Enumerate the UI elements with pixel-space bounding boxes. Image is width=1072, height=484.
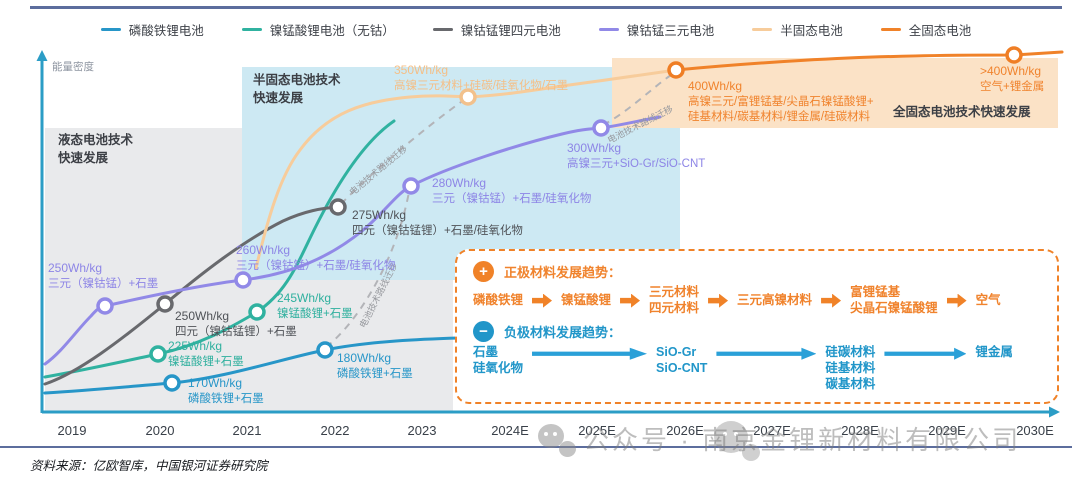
legend-item-solid: 全固态电池	[880, 20, 972, 39]
arrow-right-icon	[821, 293, 842, 308]
x-tick-2020: 2020	[145, 423, 175, 438]
anode-step: SiO-Gr SiO-CNT	[656, 345, 708, 375]
x-tick-2027e: 2027E	[753, 423, 791, 438]
annotation-250-ncm: 250Wh/kg 三元（镍钴锰）+石墨	[48, 261, 159, 290]
y-axis-label: 能量密度	[52, 61, 94, 73]
ncm-line-swatch-icon	[598, 27, 619, 32]
x-tick-2028e: 2028E	[841, 423, 879, 438]
annotation-350-semi-solid: 350Wh/kg 高镍三元材料+硅碳/硅氧化物/石墨	[394, 63, 569, 92]
annotation-245-lnmo: 245Wh/kg 镍锰酸锂+石墨	[277, 291, 353, 320]
anode-trend-flow: 石墨 硅氧化物 SiO-Gr SiO-CNT 硅碳材料 硅基材料 碳基材料 锂金…	[473, 345, 1045, 392]
x-tick-2026e: 2026E	[666, 423, 704, 438]
annotation-400plus-solid: >400Wh/kg 空气+锂金属	[980, 64, 1045, 93]
wechat-bubble-icon	[714, 421, 748, 453]
cathode-step: 镍锰酸锂	[561, 292, 612, 307]
cathode-step: 富锂锰基 尖晶石镍锰酸锂	[850, 285, 938, 315]
watermark-text: 公众号 · 南京金锂新材料有限公司	[583, 425, 1022, 455]
bottom-divider	[0, 446, 1072, 448]
cathode-step: 三元材料 四元材料	[649, 285, 700, 315]
plus-circle-icon: +	[473, 260, 494, 282]
arrow-right-icon	[946, 293, 967, 308]
legend-item-quaternary: 镍钴锰锂四元电池	[432, 20, 561, 39]
legend-item-lnmo: 镍锰酸锂电池（无钴）	[241, 20, 395, 39]
anode-trend-title: 负极材料发展趋势：	[504, 324, 622, 340]
cathode-step: 空气	[975, 292, 1001, 307]
anode-step: 硅碳材料 硅基材料 碳基材料	[825, 345, 876, 391]
x-tick-2022: 2022	[320, 423, 350, 438]
legend: 磷酸铁锂电池 镍锰酸锂电池（无钴） 镍钴锰锂四元电池 镍钴锰三元电池 半固态电池…	[0, 20, 1072, 39]
annotation-260-ncm: 260Wh/kg 三元（镍钴锰）+石墨/硅氧化物	[236, 243, 396, 272]
lfp-line-swatch-icon	[100, 27, 121, 32]
arrow-right-icon	[532, 293, 553, 308]
anode-trend-title-row: − 负极材料发展趋势：	[473, 319, 1045, 343]
long-arrow-right-icon	[716, 347, 817, 360]
x-tick-2021: 2021	[232, 423, 262, 438]
x-tick-2019: 2019	[57, 423, 87, 438]
arrow-right-icon	[620, 293, 641, 308]
long-arrow-right-icon	[884, 347, 967, 360]
anode-step: 石墨 硅氧化物	[473, 345, 524, 375]
legend-label: 镍钴锰三元电池	[626, 24, 715, 38]
semi-solid-line-swatch-icon	[752, 27, 773, 32]
annotation-180-lfp: 180Wh/kg 磷酸铁锂+石墨	[337, 351, 413, 380]
x-tick-2025e: 2025E	[578, 423, 616, 438]
legend-label: 半固态电池	[780, 24, 843, 38]
anode-step: 锂金属	[975, 345, 1013, 360]
x-tick-2023: 2023	[407, 423, 437, 438]
region-title-liquid: 液态电池技术 快速发展	[58, 133, 134, 166]
quaternary-line-swatch-icon	[432, 27, 453, 32]
source-note: 资料来源：亿欧智库，中国银河证券研究院	[30, 459, 268, 473]
legend-item-lfp: 磷酸铁锂电池	[100, 20, 204, 39]
region-title-semi: 半固态电池技术 快速发展	[253, 73, 341, 106]
long-arrow-right-icon	[532, 347, 648, 360]
legend-label: 镍钴锰锂四元电池	[460, 24, 561, 38]
legend-item-semi-solid: 半固态电池	[752, 20, 843, 39]
annotation-225-lnmo: 225Wh/kg 镍锰酸锂+石墨	[168, 339, 244, 368]
minus-circle-icon: −	[473, 320, 494, 342]
wechat-bubble-icon	[538, 424, 564, 448]
cathode-trend-title-row: + 正极材料发展趋势：	[473, 259, 1045, 283]
top-divider	[30, 6, 1062, 9]
cathode-step: 磷酸铁锂	[473, 292, 524, 307]
x-tick-2029e: 2029E	[928, 423, 966, 438]
annotation-280-ncm: 280Wh/kg 三元（镍钴锰）+石墨/硅氧化物	[432, 176, 592, 205]
solid-line-swatch-icon	[880, 27, 901, 32]
cathode-trend-flow: 磷酸铁锂 镍锰酸锂 三元材料 四元材料 三元高镍材料 富锂锰基 尖晶石镍锰酸锂 …	[473, 285, 1045, 316]
x-tick-2024e: 2024E	[491, 423, 529, 438]
materials-trend-box: + 正极材料发展趋势： 磷酸铁锂 镍锰酸锂 三元材料 四元材料 三元高镍材料 富…	[455, 249, 1059, 404]
wechat-bubble-small-icon	[559, 441, 576, 457]
lnmo-line-swatch-icon	[241, 27, 262, 32]
annotation-300-ncm: 300Wh/kg 高镍三元+SiO-Gr/SiO-CNT	[567, 141, 706, 170]
annotation-275-quaternary: 275Wh/kg 四元（镍钴锰锂）+石墨/硅氧化物	[352, 208, 523, 237]
annotation-400-solid: 400Wh/kg 高镍三元/富锂锰基/尖晶石镍锰酸锂+ 硅基材料/碳基材料/锂金…	[688, 79, 874, 123]
annotation-170-lfp: 170Wh/kg 磷酸铁锂+石墨	[188, 376, 264, 405]
wechat-bubble-small-icon	[742, 444, 760, 461]
cathode-step: 三元高镍材料	[737, 292, 813, 307]
arrow-right-icon	[708, 293, 729, 308]
legend-label: 镍锰酸锂电池（无钴）	[269, 24, 395, 38]
x-tick-2030e: 2030E	[1016, 423, 1054, 438]
legend-label: 磷酸铁锂电池	[128, 24, 204, 38]
legend-item-ncm: 镍钴锰三元电池	[598, 20, 715, 39]
legend-label: 全固态电池	[908, 24, 972, 38]
region-title-solid: 全固态电池技术快速发展	[893, 105, 1031, 119]
cathode-trend-title: 正极材料发展趋势：	[504, 264, 622, 280]
